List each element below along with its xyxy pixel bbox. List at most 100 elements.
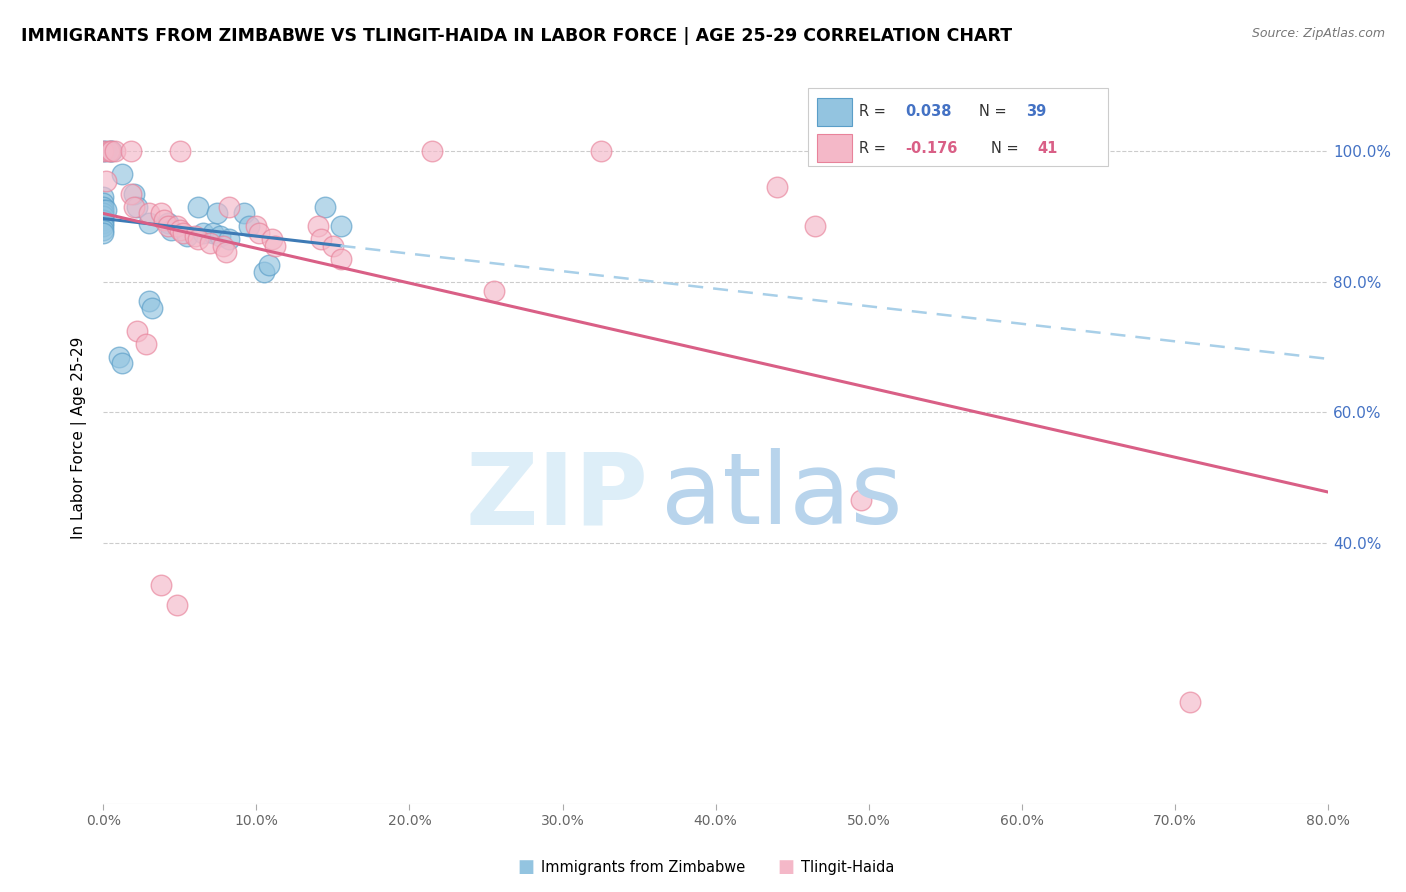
Point <box>91 212 114 227</box>
Point <box>100 145 122 159</box>
Point <box>187 232 209 246</box>
Point <box>169 222 191 236</box>
Point <box>247 226 270 240</box>
Point <box>263 239 285 253</box>
Point <box>91 206 114 220</box>
Point <box>187 200 209 214</box>
Point <box>138 294 160 309</box>
Text: 0.038: 0.038 <box>905 104 952 120</box>
Text: IMMIGRANTS FROM ZIMBABWE VS TLINGIT-HAIDA IN LABOR FORCE | AGE 25-29 CORRELATION: IMMIGRANTS FROM ZIMBABWE VS TLINGIT-HAID… <box>21 27 1012 45</box>
Point <box>166 598 188 612</box>
Point <box>96 145 118 159</box>
Point <box>215 245 238 260</box>
Point <box>159 222 181 236</box>
Point <box>91 210 114 224</box>
Point <box>169 145 191 159</box>
Text: 39: 39 <box>1025 104 1046 120</box>
Point <box>309 232 332 246</box>
Point <box>176 229 198 244</box>
Point <box>804 219 827 234</box>
Point <box>153 212 176 227</box>
Point <box>110 167 132 181</box>
Point <box>166 219 188 234</box>
Point <box>233 206 256 220</box>
Point <box>91 219 114 234</box>
Point <box>422 145 444 159</box>
Point <box>110 356 132 370</box>
Point <box>200 235 222 250</box>
Text: N =: N = <box>979 104 1011 120</box>
Point <box>1180 695 1202 709</box>
Text: N =: N = <box>991 141 1024 156</box>
Point <box>238 219 260 234</box>
Point <box>125 200 148 214</box>
Point <box>156 219 179 234</box>
Point <box>156 216 179 230</box>
Point <box>141 301 163 315</box>
Point <box>91 190 114 204</box>
Point <box>766 180 789 194</box>
Point <box>91 216 114 230</box>
Text: -0.176: -0.176 <box>905 141 957 156</box>
Text: ZIP: ZIP <box>465 448 648 545</box>
Text: R =: R = <box>859 104 890 120</box>
Point <box>122 200 145 214</box>
Point <box>849 493 872 508</box>
Point <box>253 265 276 279</box>
Point <box>138 206 160 220</box>
Point <box>150 578 173 592</box>
Point <box>245 219 267 234</box>
FancyBboxPatch shape <box>817 98 852 126</box>
Point <box>322 239 344 253</box>
Point <box>172 226 194 240</box>
Point <box>120 186 142 201</box>
Text: 41: 41 <box>1038 141 1059 156</box>
Point <box>96 202 118 217</box>
Point <box>205 206 228 220</box>
Point <box>257 259 280 273</box>
Point <box>98 145 121 159</box>
Point <box>122 186 145 201</box>
Point <box>307 219 329 234</box>
Point <box>91 222 114 236</box>
Point <box>218 232 240 246</box>
Y-axis label: In Labor Force | Age 25-29: In Labor Force | Age 25-29 <box>72 337 87 540</box>
Point <box>184 229 207 244</box>
Point <box>100 145 122 159</box>
Point <box>120 145 142 159</box>
Point <box>91 145 114 159</box>
Text: ■: ■ <box>517 858 534 876</box>
Point <box>107 350 129 364</box>
Point <box>191 226 214 240</box>
FancyBboxPatch shape <box>817 135 852 162</box>
Point <box>91 226 114 240</box>
Text: Tlingit-Haida: Tlingit-Haida <box>801 860 894 874</box>
Point <box>104 145 127 159</box>
Point <box>91 145 114 159</box>
Point <box>208 229 231 244</box>
Point <box>482 285 505 299</box>
Point <box>135 336 157 351</box>
Point <box>150 206 173 220</box>
Point <box>138 216 160 230</box>
Point <box>329 219 352 234</box>
Point <box>125 324 148 338</box>
Text: ■: ■ <box>778 858 794 876</box>
Point <box>211 239 233 253</box>
Point <box>91 196 114 211</box>
FancyBboxPatch shape <box>807 87 1108 167</box>
Point <box>589 145 612 159</box>
Point <box>218 200 240 214</box>
Point <box>96 173 118 187</box>
Point <box>202 226 225 240</box>
Point <box>91 202 114 217</box>
Point <box>100 145 122 159</box>
Text: atlas: atlas <box>661 448 903 545</box>
Point <box>329 252 352 266</box>
Text: Source: ZipAtlas.com: Source: ZipAtlas.com <box>1251 27 1385 40</box>
Text: Immigrants from Zimbabwe: Immigrants from Zimbabwe <box>541 860 745 874</box>
Point <box>314 200 336 214</box>
Point <box>260 232 283 246</box>
Text: R =: R = <box>859 141 890 156</box>
Point <box>91 200 114 214</box>
